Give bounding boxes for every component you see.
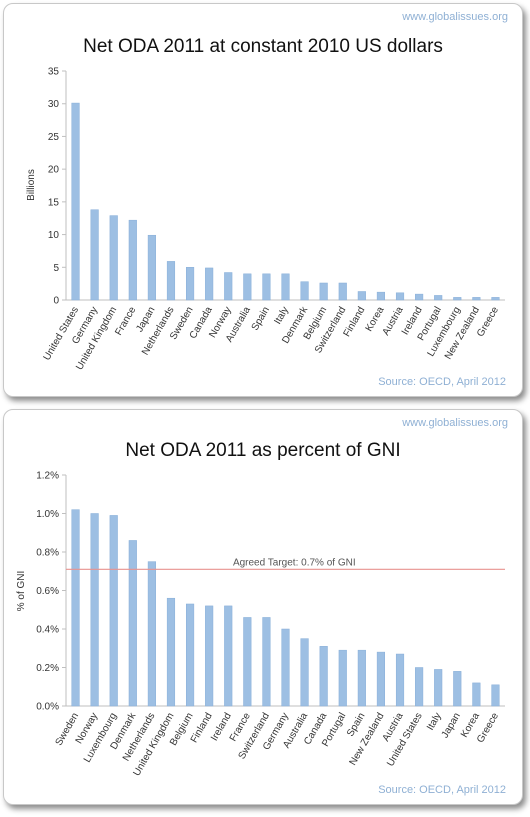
bar <box>415 667 424 707</box>
bar <box>453 671 462 707</box>
watermark: www.globalissues.org <box>402 11 508 23</box>
bar <box>434 669 443 707</box>
bar <box>90 513 99 707</box>
watermark: www.globalissues.org <box>402 417 508 429</box>
bar <box>357 291 366 301</box>
y-tick-label: 25 <box>48 132 60 143</box>
y-tick-label: 1.2% <box>36 471 59 482</box>
bar <box>90 209 99 301</box>
y-tick-label: 1.0% <box>36 509 59 520</box>
y-tick-label: 0.6% <box>36 586 59 597</box>
bar <box>166 597 176 707</box>
bar <box>357 649 366 707</box>
y-tick-label: 30 <box>48 99 60 110</box>
y-tick-label: 0.0% <box>36 702 59 713</box>
x-tick-label: Spain <box>250 305 272 333</box>
bar <box>472 297 481 301</box>
bar <box>472 682 481 707</box>
bar <box>281 628 290 707</box>
target-label: Agreed Target: 0.7% of GNI <box>233 557 356 568</box>
chart-panel-percent: www.globalissues.org Net ODA 2011 as per… <box>3 409 523 805</box>
bar <box>128 219 137 301</box>
bar <box>147 234 156 301</box>
y-tick-label: 0.8% <box>36 548 59 559</box>
bar <box>319 282 328 301</box>
bar <box>185 603 195 707</box>
y-tick-label: 5 <box>53 263 59 274</box>
y-axis-label: % of GNI <box>16 571 27 612</box>
y-tick-label: 10 <box>48 230 60 241</box>
bar <box>491 684 500 707</box>
chart-title: Net ODA 2011 as percent of GNI <box>125 440 401 461</box>
bar <box>243 273 252 301</box>
bar <box>109 515 118 707</box>
bar <box>185 267 195 301</box>
y-tick-label: 0 <box>53 296 59 307</box>
bar <box>376 291 386 301</box>
bar <box>205 267 214 301</box>
bar <box>262 273 271 301</box>
bar <box>109 215 118 301</box>
bar <box>205 605 214 707</box>
bar <box>71 509 80 707</box>
bar <box>453 297 462 301</box>
bar <box>338 649 347 707</box>
bar <box>300 281 309 301</box>
bar <box>338 282 347 301</box>
bar-chart-percent: 0.0%0.2%0.4%0.6%0.8%1.0%1.2%% of GNISwed… <box>16 471 505 778</box>
x-tick-label: Japan <box>440 711 463 740</box>
bar <box>128 540 137 707</box>
chart-panel-absolute: www.globalissues.org Net ODA 2011 at con… <box>3 3 523 397</box>
bar <box>224 272 233 301</box>
x-tick-label: Italy <box>425 711 444 732</box>
bar <box>281 273 290 301</box>
bar <box>319 646 328 707</box>
bar <box>395 653 405 707</box>
chart-title: Net ODA 2011 at constant 2010 US dollars <box>83 36 443 57</box>
source-note: Source: OECD, April 2012 <box>378 376 506 388</box>
y-tick-label: 15 <box>48 197 60 208</box>
x-tick-label: Italy <box>272 305 291 326</box>
source-note: Source: OECD, April 2012 <box>378 784 506 796</box>
bar <box>166 261 176 301</box>
bar <box>415 293 424 301</box>
y-tick-label: 35 <box>48 67 60 78</box>
bar <box>262 617 271 707</box>
bar <box>395 292 405 301</box>
bar <box>491 297 500 301</box>
y-tick-label: 0.2% <box>36 663 59 674</box>
bar <box>243 617 252 707</box>
bar <box>71 102 80 301</box>
y-axis-label: Billions <box>26 169 37 201</box>
y-tick-label: 20 <box>48 165 60 176</box>
bar <box>434 295 443 301</box>
bar <box>376 651 386 707</box>
bar <box>224 605 233 707</box>
y-tick-label: 0.4% <box>36 625 59 636</box>
bar <box>300 638 309 707</box>
bar <box>147 561 156 707</box>
